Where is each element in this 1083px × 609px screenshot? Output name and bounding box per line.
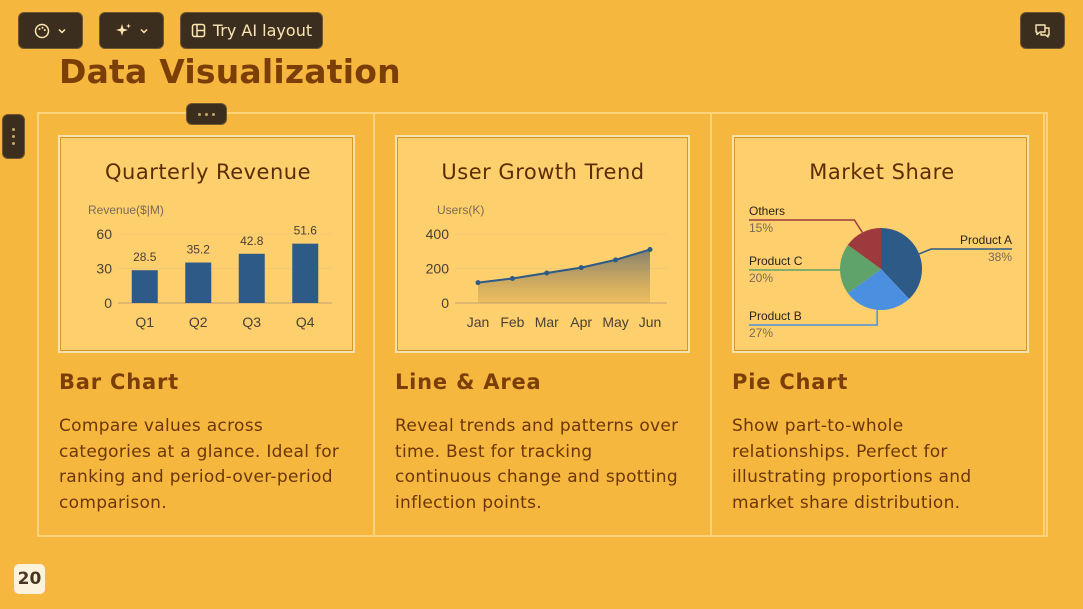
more-options-handle[interactable] xyxy=(186,103,227,125)
x-tick-label: May xyxy=(602,314,628,330)
card-description: Reveal trends and patterns over time. Be… xyxy=(395,416,679,513)
data-point xyxy=(475,280,481,286)
data-point xyxy=(544,270,550,276)
data-point xyxy=(613,257,619,263)
line-chart-card: User Growth Trend Users(K) 0 200 400 Jan Feb Ma… xyxy=(395,135,690,353)
chevron-down-icon xyxy=(58,28,66,34)
bar-value-label: 51.6 xyxy=(294,224,318,238)
try-ai-layout-label: Try AI layout xyxy=(212,21,313,40)
data-point xyxy=(647,247,653,253)
palette-icon xyxy=(34,23,50,38)
card-description: Compare values across categories at a gl… xyxy=(59,416,340,513)
line-chart-column: User Growth Trend Users(K) 0 200 400 Jan Feb Ma… xyxy=(375,114,710,535)
slice-percent-label: 20% xyxy=(749,271,773,285)
y-axis-label: Users(K) xyxy=(437,203,484,217)
chart-title: Market Share xyxy=(809,160,954,184)
comments-button[interactable] xyxy=(1020,12,1065,49)
x-tick-label: Q2 xyxy=(189,314,208,330)
bar xyxy=(131,270,158,303)
bar xyxy=(185,262,212,303)
layout-icon xyxy=(191,23,206,38)
ai-menu-button[interactable] xyxy=(99,12,164,49)
cards-grid: Quarterly Revenue Revenue($|M) 0 30 60 28.5 Q1… xyxy=(37,112,1048,537)
slice-percent-label: 15% xyxy=(749,221,773,235)
y-tick-label: 60 xyxy=(96,226,112,242)
chevron-down-icon xyxy=(139,28,148,34)
card-description: Show part-to-whole relationships. Perfec… xyxy=(732,416,972,513)
y-tick-label: 200 xyxy=(426,261,450,277)
pie-chart: Market Share Product A 38% Product B 27% Prod… xyxy=(749,160,1012,340)
bar xyxy=(238,253,265,303)
line-area-chart: User Growth Trend Users(K) 0 200 400 Jan Feb Ma… xyxy=(426,160,667,330)
slice-name-label: Product C xyxy=(749,254,803,268)
pie-slice xyxy=(847,228,881,269)
area-fill xyxy=(478,249,650,303)
leader-line xyxy=(749,219,864,233)
y-tick-label: 400 xyxy=(426,226,450,242)
page-title: Data Visualization xyxy=(59,52,401,91)
bar-chart-card: Quarterly Revenue Revenue($|M) 0 30 60 28.5 Q1… xyxy=(58,135,355,353)
pie-chart-card: Market Share Product A 38% Product B 27% Prod… xyxy=(732,135,1029,353)
slice-name-label: Product B xyxy=(749,309,802,323)
x-tick-label: Mar xyxy=(535,314,559,330)
sparkle-icon xyxy=(115,23,131,36)
x-tick-label: Jan xyxy=(467,314,490,330)
drag-handle[interactable] xyxy=(2,114,25,159)
slice-name-label: Others xyxy=(749,204,785,218)
data-point xyxy=(578,265,584,271)
chart-title: User Growth Trend xyxy=(441,160,644,184)
series-line xyxy=(477,248,651,284)
card-heading: Bar Chart xyxy=(59,370,179,394)
y-tick-label: 30 xyxy=(96,261,112,277)
theme-menu-button[interactable] xyxy=(18,12,83,49)
comment-icon xyxy=(1035,23,1050,38)
card-heading: Line & Area xyxy=(395,370,542,394)
leader-line xyxy=(918,248,1012,255)
x-tick-label: Jun xyxy=(639,314,662,330)
slice-percent-label: 27% xyxy=(749,326,773,340)
slice-name-label: Product A xyxy=(960,233,1012,247)
chart-title: Quarterly Revenue xyxy=(105,160,311,184)
x-tick-label: Feb xyxy=(500,314,524,330)
bar-value-label: 35.2 xyxy=(187,243,211,257)
x-tick-label: Q4 xyxy=(296,314,315,330)
bar-value-label: 28.5 xyxy=(133,250,157,264)
bar xyxy=(292,243,319,303)
x-tick-label: Q3 xyxy=(242,314,261,330)
bar-chart: Quarterly Revenue Revenue($|M) 0 30 60 28.5 Q1… xyxy=(88,160,332,330)
pie-slice xyxy=(840,244,881,294)
bar-chart-column: Quarterly Revenue Revenue($|M) 0 30 60 28.5 Q1… xyxy=(39,114,373,535)
x-tick-label: Apr xyxy=(570,314,592,330)
pie-slice xyxy=(881,228,922,299)
bar-value-label: 42.8 xyxy=(240,234,264,248)
y-tick-label: 0 xyxy=(441,295,449,311)
try-ai-layout-button[interactable]: Try AI layout xyxy=(180,12,323,49)
y-tick-label: 0 xyxy=(104,295,112,311)
leader-line xyxy=(749,309,878,326)
y-axis-label: Revenue($|M) xyxy=(88,203,164,217)
data-point xyxy=(509,276,515,282)
page-number: 20 xyxy=(14,564,45,594)
x-tick-label: Q1 xyxy=(135,314,154,330)
card-heading: Pie Chart xyxy=(732,370,849,394)
pie-chart-column: Market Share Product A 38% Product B 27% Prod… xyxy=(712,114,1043,535)
pie-slice xyxy=(847,269,910,310)
slice-percent-label: 38% xyxy=(988,250,1012,264)
